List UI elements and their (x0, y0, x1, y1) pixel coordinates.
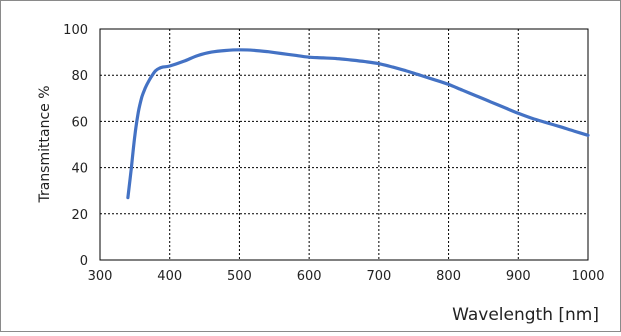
x-tick-label: 500 (227, 269, 252, 284)
y-axis-label: Transmittance % (37, 85, 53, 203)
transmittance-series-line (126, 48, 590, 200)
x-tick-label: 600 (297, 269, 322, 284)
grid (100, 29, 588, 260)
ticks: 300 400 500 600 700 800 900 1000 0 20 40 60 80 100 (63, 23, 604, 284)
x-tick-label: 800 (436, 269, 461, 284)
x-tick-label: 300 (88, 269, 113, 284)
y-tick-label: 40 (71, 162, 88, 177)
y-tick-label: 60 (71, 115, 88, 130)
x-tick-label: 700 (366, 269, 391, 284)
transmittance-chart: 300 400 500 600 700 800 900 1000 0 20 40 60 80 100 Tr… (37, 23, 605, 325)
y-tick-label: 20 (71, 208, 88, 223)
series-layer (126, 48, 590, 200)
x-tick-label: 1000 (571, 269, 604, 284)
y-tick-label: 0 (80, 254, 88, 269)
plot-area-border (99, 28, 589, 261)
x-axis-label: Wavelength [nm] (452, 305, 599, 325)
y-tick-label: 80 (71, 69, 88, 84)
x-tick-label: 400 (157, 269, 182, 284)
y-tick-label: 100 (63, 23, 88, 38)
x-tick-label: 900 (506, 269, 531, 284)
